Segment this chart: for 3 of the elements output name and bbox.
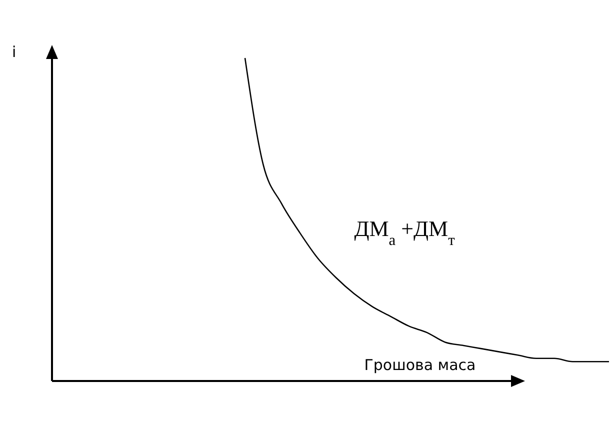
text: i (12, 43, 16, 61)
x-axis-title: Грошова маса (364, 356, 476, 374)
series-label: ДМ$_{а}$ +ДМ$_{т}$ (354, 216, 456, 248)
